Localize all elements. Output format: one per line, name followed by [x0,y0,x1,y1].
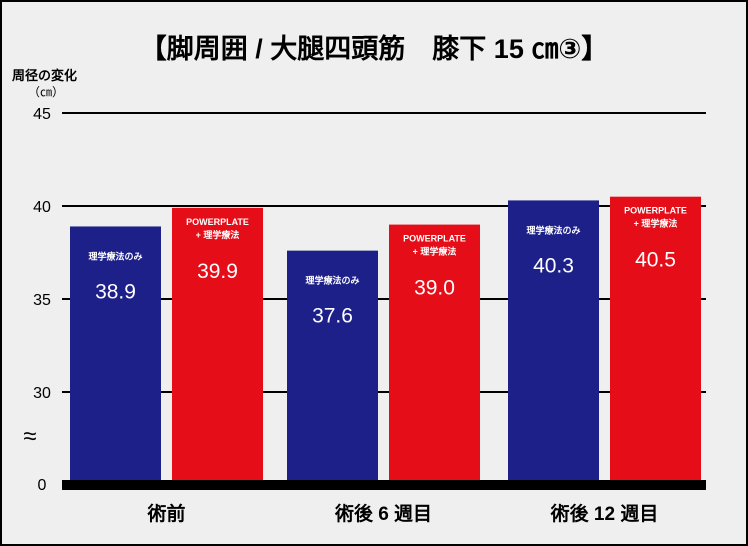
bar-value-label: 39.9 [197,260,238,283]
x-category-label: 術前 [146,502,185,525]
y-tick-label: 0 [38,477,47,494]
y-tick-label: 45 [33,106,51,123]
axis-break-icon: ≈ [23,423,36,450]
bar-value-label: 40.5 [635,249,676,272]
bar [70,226,161,480]
bar-series-label: + 理学療法 [413,246,457,257]
bar-value-label: 40.3 [533,254,574,277]
baseline [62,480,706,490]
bar-value-label: 37.6 [312,305,353,328]
bar-series-label: POWERPLATE [186,217,249,227]
bar [389,224,480,480]
bar-series-label: 理学療法のみ [88,250,142,261]
bar [172,207,263,481]
bar-value-label: 39.0 [414,277,455,300]
bar [508,200,599,481]
bar-series-label: 理学療法のみ [305,275,359,286]
chart-title: 【脚周囲 / 大腿四頭筋 膝下 15 ㎝③】 [140,33,608,64]
bar-value-label: 38.9 [95,280,136,303]
bar-series-label: POWERPLATE [403,234,466,244]
y-tick-label: 30 [33,385,51,402]
y-tick-label: 35 [33,292,51,309]
bar-series-label: + 理学療法 [634,218,678,229]
bar [287,250,378,480]
y-tick-label: 40 [33,199,51,216]
x-category-label: 術後 6 週目 [334,502,432,525]
y-axis-unit: （㎝） [28,85,64,99]
bar [610,196,701,480]
x-category-label: 術後 12 週目 [550,502,659,525]
y-axis-label: 周径の変化 [12,68,77,83]
bar-series-label: POWERPLATE [624,206,687,216]
bar-series-label: 理学療法のみ [526,224,580,235]
bar-series-label: + 理学療法 [196,229,240,240]
